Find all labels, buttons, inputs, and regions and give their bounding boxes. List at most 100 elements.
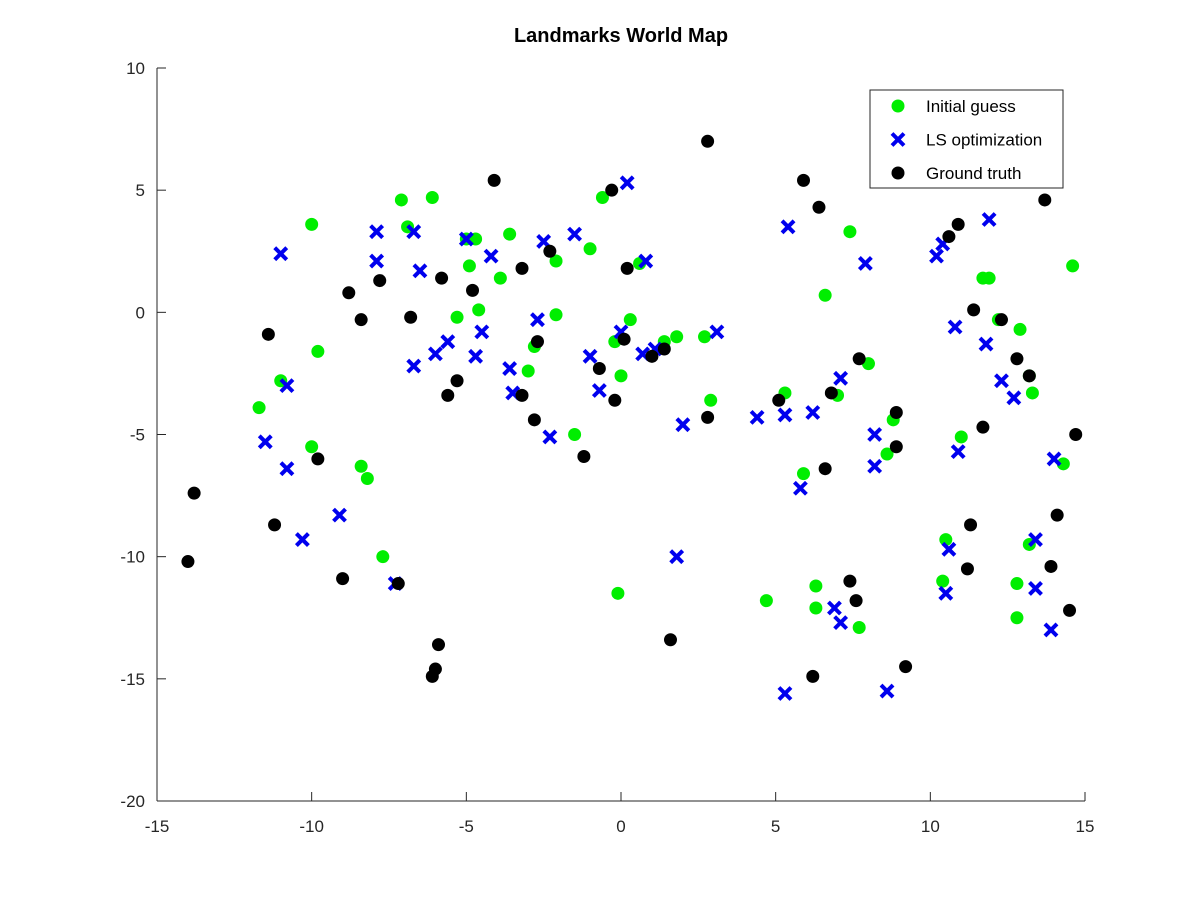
data-point-initial-guess [425, 190, 439, 204]
data-point-ls-optimization [669, 549, 685, 565]
y-tick-label: 10 [126, 59, 145, 78]
data-point-ground-truth [1010, 352, 1024, 366]
series-initial-guess [252, 190, 1080, 635]
data-point-ls-optimization [749, 409, 765, 425]
data-point-initial-guess [521, 364, 535, 378]
data-point-ground-truth [824, 386, 838, 400]
y-tick-label: -15 [120, 670, 145, 689]
data-point-ground-truth [812, 200, 826, 214]
data-point-ground-truth [797, 173, 811, 187]
data-point-initial-guess [568, 428, 582, 441]
data-point-ls-optimization [468, 348, 484, 364]
data-point-initial-guess [809, 601, 823, 615]
data-point-ground-truth [1038, 193, 1052, 207]
data-point-initial-guess [614, 369, 628, 383]
data-point-ls-optimization [857, 256, 873, 271]
data-point-ls-optimization [827, 600, 842, 616]
data-point-initial-guess [611, 586, 625, 600]
data-point-initial-guess [354, 459, 368, 473]
data-point-initial-guess [583, 242, 597, 256]
data-point-ls-optimization [530, 312, 545, 328]
data-point-initial-guess [954, 430, 968, 444]
x-tick-label: 10 [921, 817, 940, 836]
data-point-ls-optimization [805, 405, 821, 420]
data-point-initial-guess [1025, 386, 1039, 400]
data-point-ground-truth [1044, 559, 1058, 573]
x-tick-label: 15 [1076, 817, 1095, 836]
data-point-initial-guess [1066, 259, 1080, 273]
data-point-ground-truth [373, 274, 387, 288]
data-point-ls-optimization [950, 444, 966, 460]
data-point-ls-optimization [780, 219, 796, 235]
data-point-ls-optimization [1006, 390, 1022, 406]
data-point-ground-truth [843, 574, 857, 588]
data-point-ground-truth [806, 669, 820, 683]
data-point-ls-optimization [833, 615, 849, 631]
data-point-ground-truth [487, 173, 501, 187]
data-point-ls-optimization [332, 507, 347, 523]
data-point-ls-optimization [582, 348, 598, 364]
data-point-ground-truth [428, 662, 442, 676]
data-point-initial-guess [311, 344, 325, 358]
data-point-initial-guess [1056, 457, 1070, 471]
data-point-ground-truth [450, 374, 464, 388]
data-point-ground-truth [515, 261, 529, 275]
data-point-initial-guess [305, 440, 319, 454]
data-point-ground-truth [645, 349, 659, 363]
data-point-ls-optimization [1043, 622, 1059, 638]
data-point-ground-truth [435, 271, 449, 285]
data-point-ground-truth [608, 393, 622, 407]
data-point-initial-guess [852, 621, 866, 635]
data-point-ls-optimization [591, 383, 607, 398]
data-point-ground-truth [187, 486, 201, 500]
legend: Initial guess LS optimization Ground truth [869, 89, 1064, 189]
data-point-initial-guess [698, 330, 712, 344]
legend-label-ground-truth: Ground truth [926, 164, 1021, 183]
data-point-ls-optimization [369, 253, 385, 269]
data-point-initial-guess [1013, 322, 1027, 336]
data-point-initial-guess [982, 271, 996, 285]
data-point-ground-truth [951, 217, 965, 231]
data-point-ground-truth [889, 406, 903, 420]
data-point-initial-guess [549, 308, 563, 322]
legend-marker-ls-optimization [890, 132, 906, 147]
data-point-ground-truth [899, 660, 913, 674]
data-point-ground-truth [976, 420, 990, 434]
data-point-ls-optimization [412, 263, 428, 279]
data-point-initial-guess [1010, 611, 1024, 625]
data-point-ground-truth [617, 332, 631, 346]
data-point-initial-guess [809, 579, 823, 593]
data-point-ground-truth [1069, 428, 1083, 441]
legend-label-ls-optimization: LS optimization [926, 131, 1042, 150]
data-point-ground-truth [849, 594, 863, 608]
data-point-ls-optimization [483, 248, 499, 264]
data-point-ground-truth [852, 352, 866, 366]
data-point-initial-guess [939, 533, 953, 547]
data-point-ground-truth [354, 313, 368, 327]
data-point-ls-optimization [867, 458, 883, 474]
data-point-ground-truth [530, 335, 544, 349]
data-point-ground-truth [441, 388, 455, 402]
data-point-ls-optimization [879, 683, 895, 699]
x-tick-label: 0 [616, 817, 625, 836]
data-point-ground-truth [1022, 369, 1036, 383]
data-point-initial-guess [936, 574, 950, 588]
data-point-ground-truth [515, 388, 529, 402]
data-point-ground-truth [466, 283, 480, 297]
data-point-ls-optimization [567, 226, 583, 242]
data-point-ground-truth [967, 303, 981, 317]
data-point-ls-optimization [474, 324, 490, 340]
chart-title: Landmarks World Map [514, 25, 728, 47]
data-point-ground-truth [942, 230, 956, 244]
data-point-ground-truth [964, 518, 978, 532]
data-point-ground-truth [818, 462, 832, 476]
y-tick-label: -10 [120, 548, 145, 567]
data-point-initial-guess [843, 225, 857, 239]
data-point-ground-truth [620, 261, 634, 275]
x-tick-label: -5 [459, 817, 474, 836]
data-point-ls-optimization [1046, 451, 1062, 467]
data-point-ls-optimization [279, 461, 295, 477]
y-tick-label: 5 [136, 181, 145, 200]
data-point-ls-optimization [406, 358, 422, 374]
